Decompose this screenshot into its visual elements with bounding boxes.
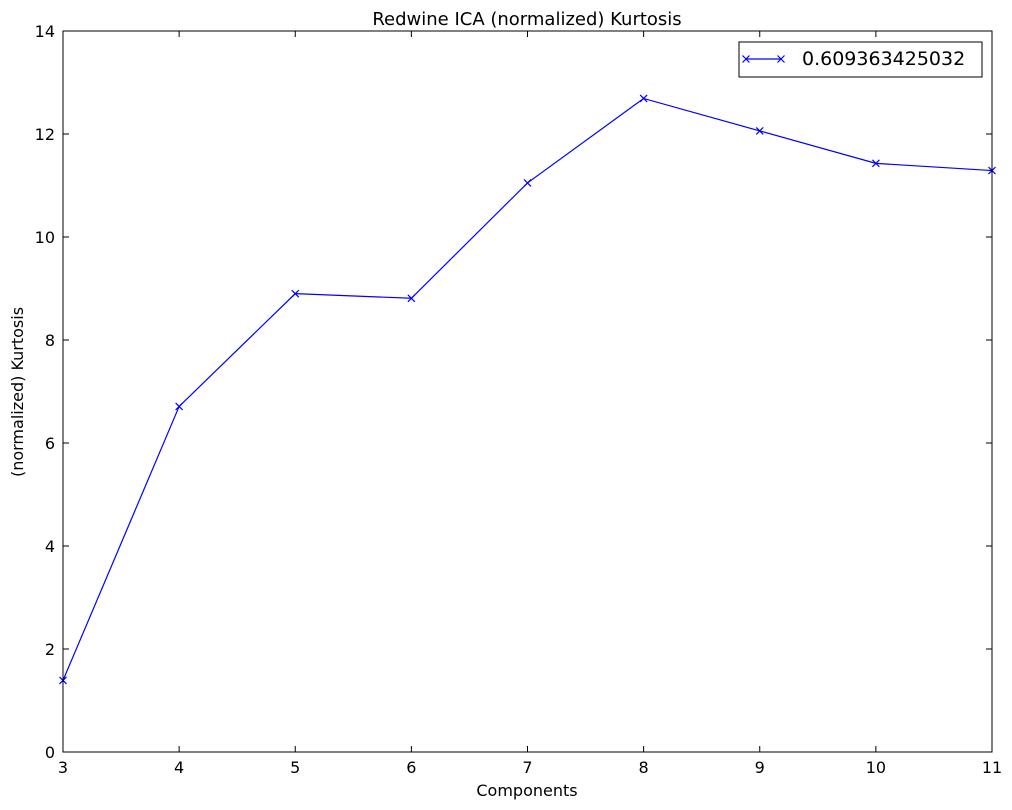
- plot-area: [63, 31, 992, 752]
- data-point-marker: [871, 159, 880, 168]
- chart-title: Redwine ICA (normalized) Kurtosis: [372, 9, 681, 30]
- legend-marker-right-x-icon: [777, 55, 785, 63]
- x-tick-label: 9: [755, 758, 765, 777]
- y-axis-label: (normalized) Kurtosis: [8, 307, 27, 477]
- x-axis-label: Components: [476, 781, 577, 800]
- y-tick-label: 2: [45, 640, 55, 659]
- x-tick-label: 7: [522, 758, 532, 777]
- x-tick-label: 8: [639, 758, 649, 777]
- data-point-marker: [175, 402, 184, 411]
- y-tick-label: 14: [35, 22, 55, 41]
- legend: 0.609363425032: [738, 41, 983, 78]
- legend-marker-left-x-icon: [742, 55, 750, 63]
- x-tick-label: 3: [58, 758, 68, 777]
- x-tick-label: 4: [174, 758, 184, 777]
- y-tick-label: 0: [45, 743, 55, 762]
- x-tick-label: 11: [982, 758, 1002, 777]
- data-point-marker: [755, 126, 764, 135]
- y-tick-label: 6: [45, 434, 55, 453]
- data-point-marker: [407, 294, 416, 303]
- x-tick-label: 5: [290, 758, 300, 777]
- y-tick-label: 10: [35, 228, 55, 247]
- data-point-marker: [639, 94, 648, 103]
- y-tick-label: 4: [45, 537, 55, 556]
- series-group: [59, 94, 996, 685]
- data-point-marker: [523, 179, 532, 187]
- axis-ticks: 3 4 5 6 7 8 9 10 11 0 2 4 6 8 10 12 14: [35, 22, 1003, 777]
- y-tick-label: 8: [45, 331, 55, 350]
- x-tick-label: 10: [866, 758, 886, 777]
- legend-label: 0.609363425032: [802, 48, 965, 70]
- y-tick-label: 12: [35, 125, 55, 144]
- x-tick-label: 6: [406, 758, 416, 777]
- plot-frame: [62, 30, 993, 753]
- data-point-marker: [291, 289, 300, 298]
